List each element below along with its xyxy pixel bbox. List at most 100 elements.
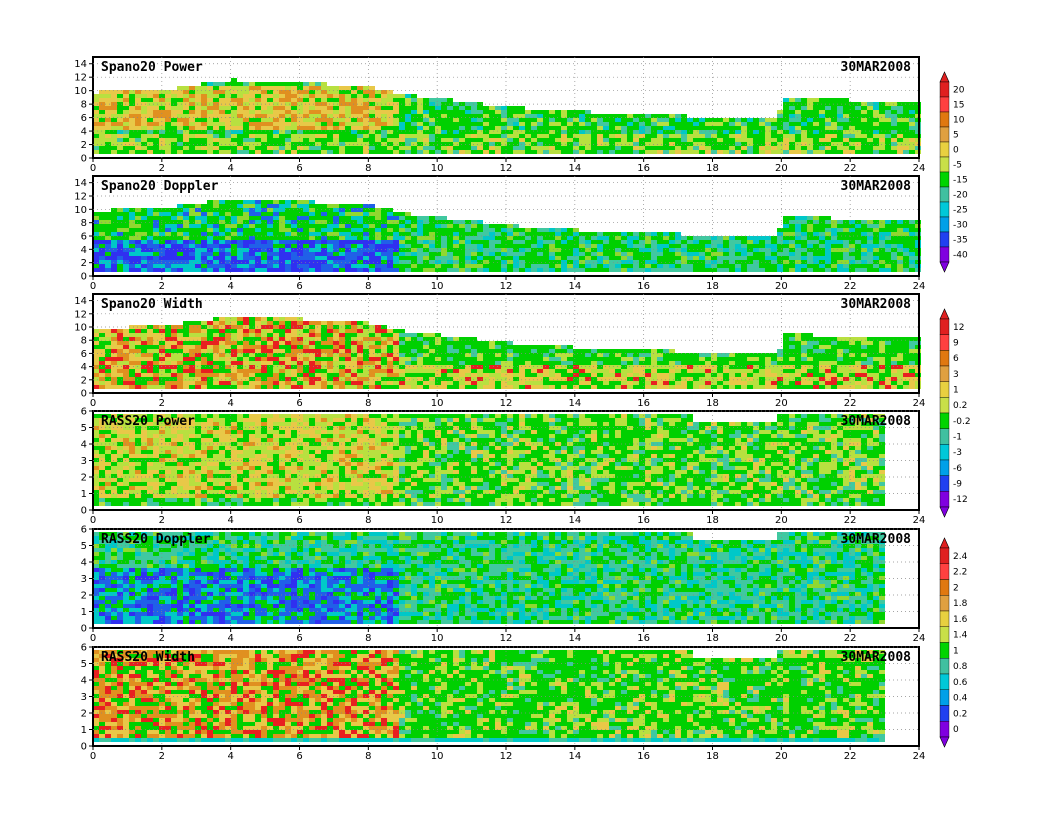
heat-cell <box>513 244 519 248</box>
heat-cell <box>189 142 195 146</box>
heat-cell <box>543 142 549 146</box>
heat-cell <box>303 333 309 337</box>
heat-cell <box>153 126 159 130</box>
heat-cell <box>207 90 213 94</box>
heat-cell <box>843 126 849 130</box>
heat-cell <box>363 240 369 244</box>
heat-cell <box>411 244 417 248</box>
heat-cell <box>213 244 219 248</box>
heat-cell <box>111 232 117 236</box>
heat-cell <box>483 106 489 110</box>
heat-cell <box>855 264 861 268</box>
heat-cell <box>297 357 303 361</box>
heat-cell <box>285 357 291 361</box>
heat-cell <box>639 130 645 134</box>
heat-cell <box>633 126 639 130</box>
heat-cell <box>885 260 891 264</box>
heat-cell <box>333 349 339 353</box>
heat-cell <box>393 216 399 220</box>
heat-cell <box>243 317 249 321</box>
heat-cell <box>885 240 891 244</box>
heat-cell <box>207 114 213 118</box>
heat-cell <box>357 240 363 244</box>
heat-cell <box>705 134 711 138</box>
heat-cell <box>891 126 897 130</box>
heat-cell <box>675 244 681 248</box>
heat-cell <box>681 150 687 154</box>
heat-cell <box>123 264 129 268</box>
heat-cell <box>123 138 129 142</box>
heat-cell <box>783 252 789 256</box>
heat-cell <box>825 216 831 220</box>
heat-cell <box>693 268 699 272</box>
heat-cell <box>351 228 357 232</box>
heat-cell <box>831 256 837 260</box>
heat-cell <box>483 248 489 252</box>
heat-cell <box>171 240 177 244</box>
heat-cell <box>843 150 849 154</box>
heat-cell <box>177 204 183 208</box>
heat-cell <box>429 264 435 268</box>
heat-cell <box>747 264 753 268</box>
heat-cell <box>687 122 693 126</box>
heat-cell <box>129 126 135 130</box>
heat-cell <box>165 146 171 150</box>
heat-cell <box>273 369 279 373</box>
heat-cell <box>399 142 405 146</box>
heat-cell <box>153 122 159 126</box>
heat-cell <box>141 333 147 337</box>
heat-cell <box>213 325 219 329</box>
heat-cell <box>741 236 747 240</box>
heat-cell <box>813 126 819 130</box>
heat-cell <box>591 240 597 244</box>
heat-cell <box>297 228 303 232</box>
heat-cell <box>375 212 381 216</box>
heat-cell <box>801 146 807 150</box>
heat-cell <box>399 126 405 130</box>
heat-cell <box>303 264 309 268</box>
heat-cell <box>375 94 381 98</box>
heat-cell <box>471 349 477 353</box>
heat-cell <box>135 365 141 369</box>
heat-cell <box>465 102 471 106</box>
heat-cell <box>585 260 591 264</box>
heat-cell <box>411 341 417 345</box>
heat-cell <box>255 204 261 208</box>
heat-cell <box>231 236 237 240</box>
heat-cell <box>273 373 279 377</box>
heat-cell <box>129 114 135 118</box>
heat-cell <box>123 216 129 220</box>
heat-cell <box>651 122 657 126</box>
heat-cell <box>105 349 111 353</box>
heat-cell <box>291 333 297 337</box>
heat-cell <box>465 264 471 268</box>
heat-cell <box>135 220 141 224</box>
heat-cell <box>123 337 129 341</box>
heat-cell <box>435 252 441 256</box>
y-tick-label: 2 <box>81 258 87 269</box>
heat-cell <box>771 138 777 142</box>
heat-cell <box>435 240 441 244</box>
heat-cell <box>855 150 861 154</box>
heat-cell <box>417 349 423 353</box>
heat-cell <box>207 228 213 232</box>
heat-cell <box>309 345 315 349</box>
heat-cell <box>99 268 105 272</box>
heat-cell <box>675 232 681 236</box>
heat-cell <box>219 228 225 232</box>
heat-cell <box>867 114 873 118</box>
heat-cell <box>495 146 501 150</box>
heat-cell <box>417 333 423 337</box>
heat-cell <box>219 345 225 349</box>
heat-cell <box>231 224 237 228</box>
heat-cell <box>321 321 327 325</box>
heat-cell <box>549 130 555 134</box>
heat-cell <box>141 337 147 341</box>
heat-cell <box>513 232 519 236</box>
heat-cell <box>369 268 375 272</box>
heat-cell <box>453 142 459 146</box>
heat-cell <box>837 224 843 228</box>
heat-cell <box>411 106 417 110</box>
heat-cell <box>813 252 819 256</box>
heat-cell <box>771 142 777 146</box>
